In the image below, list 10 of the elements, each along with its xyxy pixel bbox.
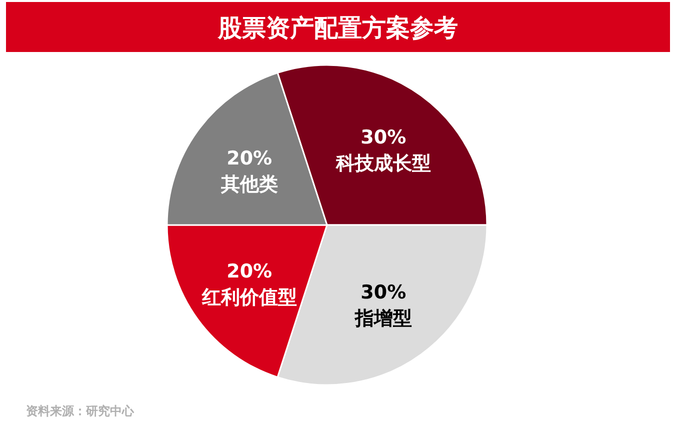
- data-label: 20%: [226, 148, 272, 170]
- data-label: 30%: [360, 282, 406, 304]
- slice-label: 红利价值型: [200, 286, 297, 308]
- slice-label: 指增型: [354, 308, 412, 330]
- chart-title: 股票资产配置方案参考: [217, 14, 458, 42]
- data-label: 30%: [360, 126, 406, 148]
- data-label: 20%: [226, 260, 272, 282]
- slice-label: 科技成长型: [334, 152, 431, 174]
- text: 资料来源：研究中心: [26, 404, 135, 418]
- slice-label: 其他类: [220, 174, 278, 196]
